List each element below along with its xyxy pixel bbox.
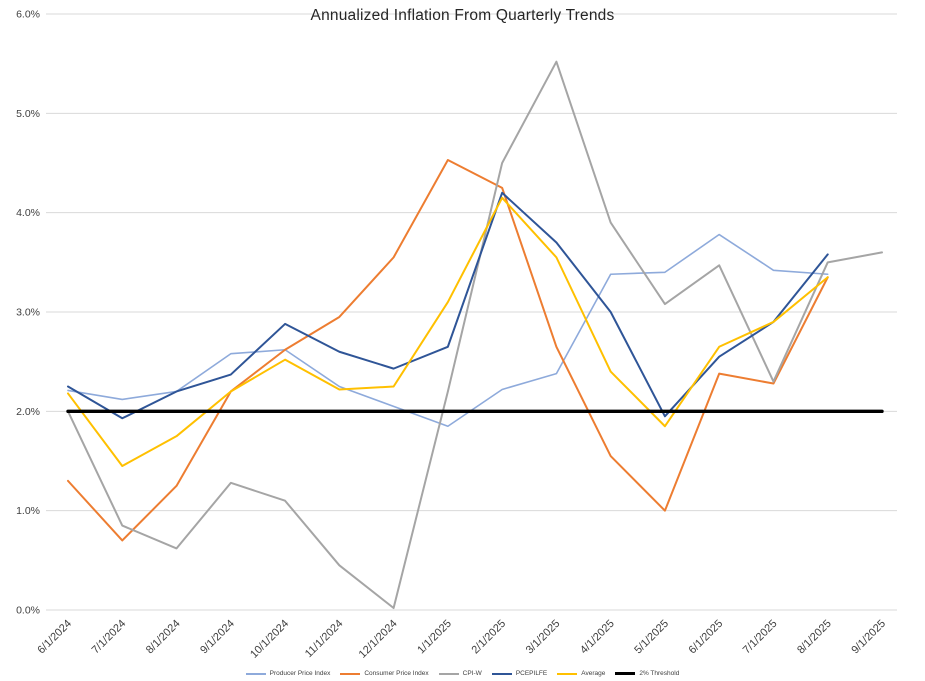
chart-title: Annualized Inflation From Quarterly Tren…: [310, 7, 615, 24]
series-line-producer-price-index: [67, 233, 829, 428]
legend-label-2-threshold: 2% Threshold: [639, 670, 680, 677]
x-axis-tick-label: 5/1/2025: [632, 618, 671, 657]
x-axis-tick-label: 8/1/2024: [144, 618, 183, 657]
y-axis-tick-label: 3.0%: [16, 307, 40, 319]
x-axis-tick-label: 4/1/2025: [578, 618, 617, 657]
x-axis-tick-label: 8/1/2025: [795, 618, 834, 657]
x-axis-tick-label: 9/1/2024: [198, 618, 237, 657]
x-axis-tick-label: 9/1/2025: [849, 618, 888, 657]
legend-swatch-consumer-price-index: [340, 672, 361, 675]
y-axis-tick-label: 1.0%: [16, 505, 40, 517]
series-line-average: [67, 196, 829, 467]
series-line-cpi-w: [67, 60, 883, 610]
legend-swatch-producer-price-index: [245, 672, 266, 675]
legend-label-pcepilfe: PCEPILFE: [515, 670, 548, 677]
y-axis-tick-label: 5.0%: [16, 108, 40, 120]
x-axis-tick-label: 1/1/2025: [415, 618, 454, 657]
legend-label-cpi-w: CPI-W: [462, 670, 482, 677]
legend-item-average: Average: [557, 670, 605, 677]
y-axis-tick-label: 2.0%: [16, 406, 40, 418]
x-axis-tick-label: 2/1/2025: [469, 618, 508, 657]
y-axis-tick-label: 0.0%: [16, 605, 40, 617]
legend-swatch-cpi-w: [438, 672, 459, 675]
x-axis-tick-label: 7/1/2024: [90, 618, 129, 657]
series-line-pcepilfe: [67, 191, 829, 420]
y-axis-tick-label: 6.0%: [16, 9, 40, 21]
legend-label-average: Average: [581, 670, 606, 677]
legend-item-cpi-w: CPI-W: [438, 670, 482, 677]
legend-swatch-2-threshold: [615, 672, 636, 675]
series-line-consumer-price-index: [67, 159, 829, 542]
legend-item-pcepilfe: PCEPILFE: [491, 670, 548, 677]
x-axis-tick-label: 10/1/2024: [248, 618, 291, 661]
legend-label-consumer-price-index: Consumer Price Index: [364, 670, 429, 677]
legend-swatch-pcepilfe: [491, 672, 512, 675]
chart-legend: Producer Price Index Consumer Price Index…: [0, 670, 925, 677]
legend-item-2-threshold: 2% Threshold: [615, 670, 679, 677]
y-axis-tick-label: 4.0%: [16, 207, 40, 219]
x-axis-tick-label: 6/1/2024: [35, 618, 74, 657]
x-axis-tick-label: 6/1/2025: [687, 618, 726, 657]
legend-label-producer-price-index: Producer Price Index: [269, 670, 331, 677]
legend-swatch-average: [557, 672, 578, 675]
x-axis-tick-label: 12/1/2024: [357, 618, 400, 661]
legend-item-consumer-price-index: Consumer Price Index: [340, 670, 429, 677]
x-axis-tick-label: 7/1/2025: [741, 618, 780, 657]
x-axis-tick-label: 11/1/2024: [303, 618, 346, 661]
x-axis-tick-label: 3/1/2025: [524, 618, 563, 657]
legend-item-producer-price-index: Producer Price Index: [245, 670, 331, 677]
